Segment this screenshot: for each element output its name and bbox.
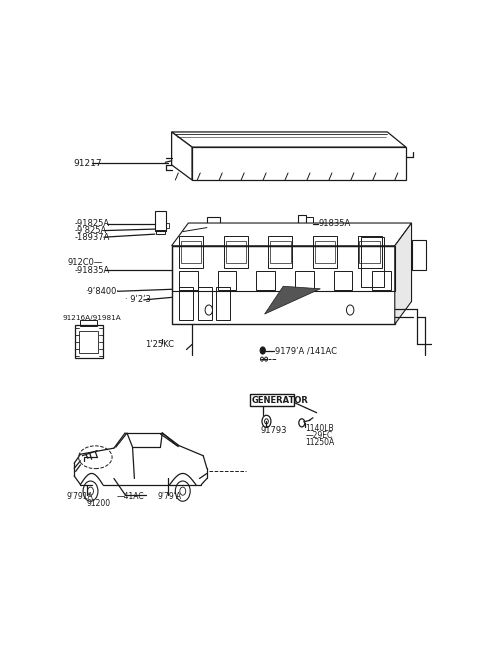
- Bar: [313, 236, 337, 269]
- Text: -9ʹ825A: -9ʹ825A: [75, 226, 107, 235]
- Bar: [181, 240, 202, 263]
- Bar: [218, 271, 236, 290]
- Polygon shape: [192, 147, 406, 180]
- Bar: [179, 287, 193, 320]
- Text: 11250A: 11250A: [305, 438, 335, 447]
- Bar: [208, 238, 219, 242]
- Text: —29EC: —29EC: [305, 431, 333, 440]
- Bar: [172, 246, 395, 291]
- Bar: [360, 240, 380, 263]
- Bar: [166, 223, 169, 228]
- Polygon shape: [172, 223, 411, 246]
- Text: 91793: 91793: [260, 426, 287, 435]
- Bar: [295, 271, 314, 290]
- Text: -18937A: -18937A: [75, 233, 110, 242]
- Text: 9ʹ791A: 9ʹ791A: [67, 492, 94, 501]
- Bar: [306, 217, 313, 228]
- Bar: [79, 331, 98, 353]
- Bar: [270, 240, 290, 263]
- Text: · 9ʹ2ʹ3: · 9ʹ2ʹ3: [125, 296, 151, 304]
- Bar: [411, 240, 426, 270]
- Polygon shape: [395, 223, 411, 324]
- Bar: [224, 236, 248, 269]
- Bar: [179, 271, 198, 290]
- Bar: [226, 240, 246, 263]
- Text: 91217: 91217: [73, 159, 102, 168]
- Bar: [172, 246, 395, 324]
- Bar: [179, 236, 203, 269]
- Text: 91200: 91200: [87, 499, 111, 509]
- Bar: [315, 240, 335, 263]
- Polygon shape: [264, 286, 321, 314]
- Bar: [207, 217, 220, 238]
- Text: 912C0—: 912C0—: [67, 258, 103, 267]
- Bar: [250, 394, 294, 406]
- Text: ·9ʹ8400·: ·9ʹ8400·: [85, 287, 120, 296]
- Bar: [256, 271, 275, 290]
- Bar: [216, 287, 230, 320]
- Bar: [155, 212, 166, 231]
- Text: —41AC: —41AC: [117, 492, 144, 501]
- Bar: [298, 215, 306, 229]
- Polygon shape: [172, 132, 192, 180]
- Text: 91216A/91981A: 91216A/91981A: [63, 315, 122, 321]
- Text: -91825A: -91825A: [75, 219, 110, 228]
- Text: GENERATOR: GENERATOR: [252, 396, 309, 405]
- Circle shape: [260, 347, 265, 354]
- Text: 1ʹ25KC: 1ʹ25KC: [145, 340, 174, 349]
- Bar: [358, 236, 382, 269]
- Text: 9ʹ79ʹA: 9ʹ79ʹA: [157, 492, 181, 501]
- Text: 1140LB: 1140LB: [305, 424, 334, 434]
- Text: 9179ʹA /141AC: 9179ʹA /141AC: [275, 346, 337, 355]
- Bar: [156, 230, 165, 234]
- Bar: [198, 287, 212, 320]
- Bar: [81, 320, 97, 327]
- Bar: [268, 236, 292, 269]
- Text: -91835A: -91835A: [75, 265, 110, 275]
- Bar: [361, 237, 384, 287]
- Bar: [75, 325, 103, 358]
- Bar: [372, 271, 391, 290]
- Bar: [334, 271, 352, 290]
- Text: 91835A: 91835A: [319, 219, 351, 228]
- Polygon shape: [172, 132, 406, 147]
